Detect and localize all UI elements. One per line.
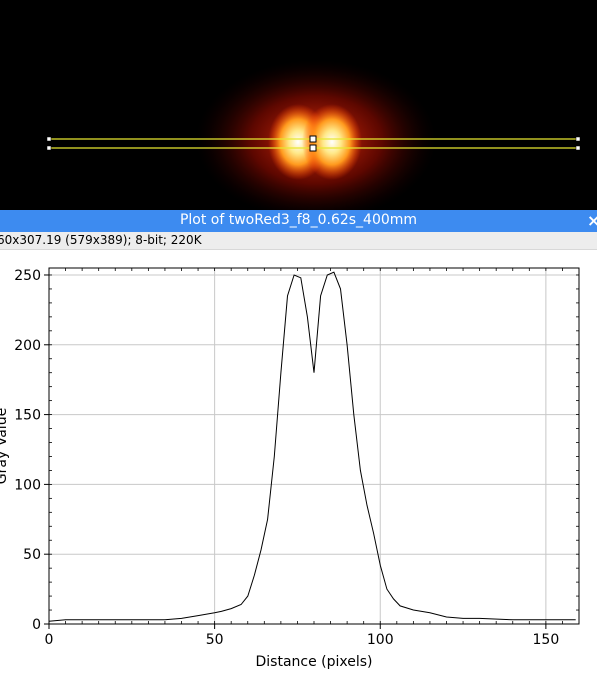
y-tick-label: 50	[23, 547, 41, 563]
close-icon[interactable]: ×	[587, 211, 597, 231]
y-tick-label: 200	[14, 338, 41, 354]
x-axis-label: Distance (pixels)	[255, 654, 372, 670]
profile-line	[49, 272, 576, 621]
x-tick-label: 50	[206, 632, 224, 648]
selection-handle-right-bottom[interactable]	[576, 146, 580, 150]
profile-plot[interactable]: 0 50 100 150 0 50 100 150 200 250 Distance (pixe…	[0, 250, 597, 670]
y-tick-label: 0	[32, 617, 41, 633]
x-tick-label: 0	[45, 632, 54, 648]
plot-frame	[49, 268, 579, 624]
plot-window-titlebar[interactable]: Plot of twoRed3_f8_0.62s_400mm ×	[0, 210, 597, 232]
y-tick-label: 100	[14, 477, 41, 493]
image-svg	[0, 0, 597, 210]
y-axis-label: Gray Value	[0, 408, 10, 484]
y-tick-label: 250	[14, 268, 41, 284]
grid	[49, 268, 579, 624]
plot-svg: 0 50 100 150 0 50 100 150 200 250 Distance (pixe…	[0, 250, 597, 670]
image-info-bar: 60x307.19 (579x389); 8-bit; 220K	[0, 232, 597, 250]
image-info-text: 60x307.19 (579x389); 8-bit; 220K	[0, 233, 202, 247]
plot-window-title: Plot of twoRed3_f8_0.62s_400mm	[0, 212, 597, 228]
y-tick-label: 150	[14, 408, 41, 424]
x-axis: 0 50 100 150	[45, 624, 560, 648]
image-canvas[interactable]	[0, 0, 597, 210]
minor-ticks	[49, 268, 579, 624]
selection-handle-left-bottom[interactable]	[47, 146, 51, 150]
x-tick-label: 100	[367, 632, 394, 648]
x-tick-label: 150	[533, 632, 560, 648]
selection-handle-left-top[interactable]	[47, 137, 51, 141]
y-axis: 0 50 100 150 200 250	[14, 268, 49, 633]
selection-handle-center-bottom[interactable]	[310, 145, 316, 151]
selection-handle-center-top[interactable]	[310, 136, 316, 142]
selection-handle-right-top[interactable]	[576, 137, 580, 141]
